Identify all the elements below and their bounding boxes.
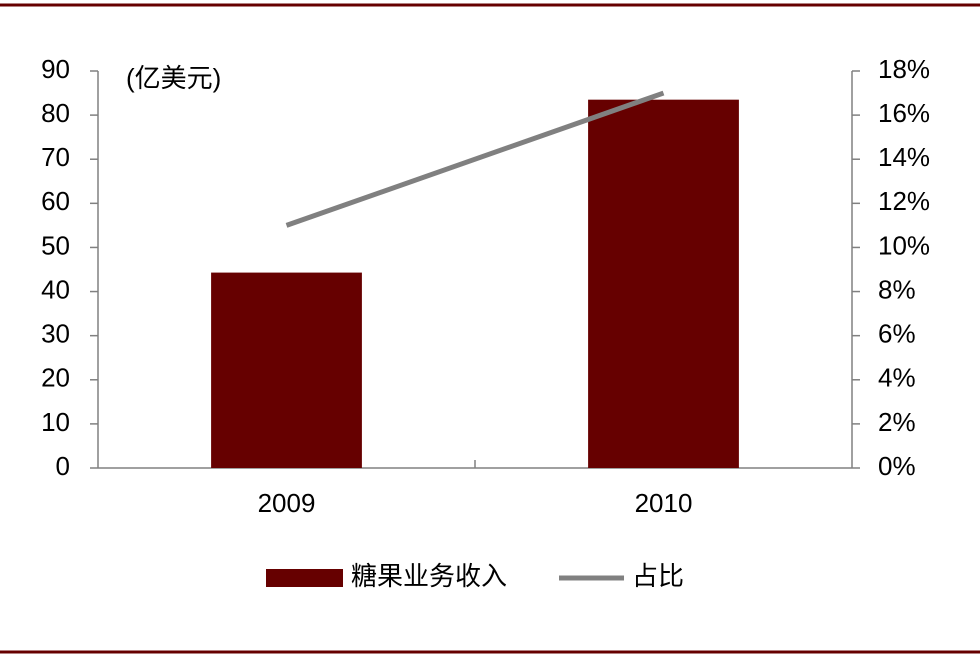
y-tick-label: 60 bbox=[41, 186, 70, 216]
y-tick-label: 20 bbox=[41, 363, 70, 393]
x-tick-label: 2009 bbox=[258, 488, 316, 518]
y2-tick-label: 4% bbox=[878, 363, 916, 393]
y2-tick-label: 12% bbox=[878, 186, 930, 216]
y-tick-label: 40 bbox=[41, 274, 70, 304]
y2-tick-label: 6% bbox=[878, 319, 916, 349]
x-tick-label: 2010 bbox=[635, 488, 693, 518]
y-axis-label: (亿美元) bbox=[126, 63, 221, 93]
y2-tick-label: 14% bbox=[878, 142, 930, 172]
bar bbox=[588, 99, 739, 468]
y-tick-label: 70 bbox=[41, 142, 70, 172]
y-tick-label: 30 bbox=[41, 319, 70, 349]
y-tick-label: 50 bbox=[41, 230, 70, 260]
y2-tick-label: 2% bbox=[878, 407, 916, 437]
y2-tick-label: 16% bbox=[878, 98, 930, 128]
y-tick-label: 90 bbox=[41, 54, 70, 84]
legend-label: 糖果业务收入 bbox=[351, 561, 507, 591]
y2-tick-label: 18% bbox=[878, 54, 930, 84]
y2-tick-label: 0% bbox=[878, 451, 916, 481]
line bbox=[285, 90, 665, 228]
y2-tick-label: 8% bbox=[878, 274, 916, 304]
bar bbox=[211, 272, 362, 468]
y-tick-label: 80 bbox=[41, 98, 70, 128]
y-tick-label: 10 bbox=[41, 407, 70, 437]
legend-label: 占比 bbox=[632, 561, 684, 591]
y2-tick-label: 10% bbox=[878, 230, 930, 260]
legend-swatch bbox=[266, 569, 343, 587]
y-tick-label: 0 bbox=[56, 451, 70, 481]
